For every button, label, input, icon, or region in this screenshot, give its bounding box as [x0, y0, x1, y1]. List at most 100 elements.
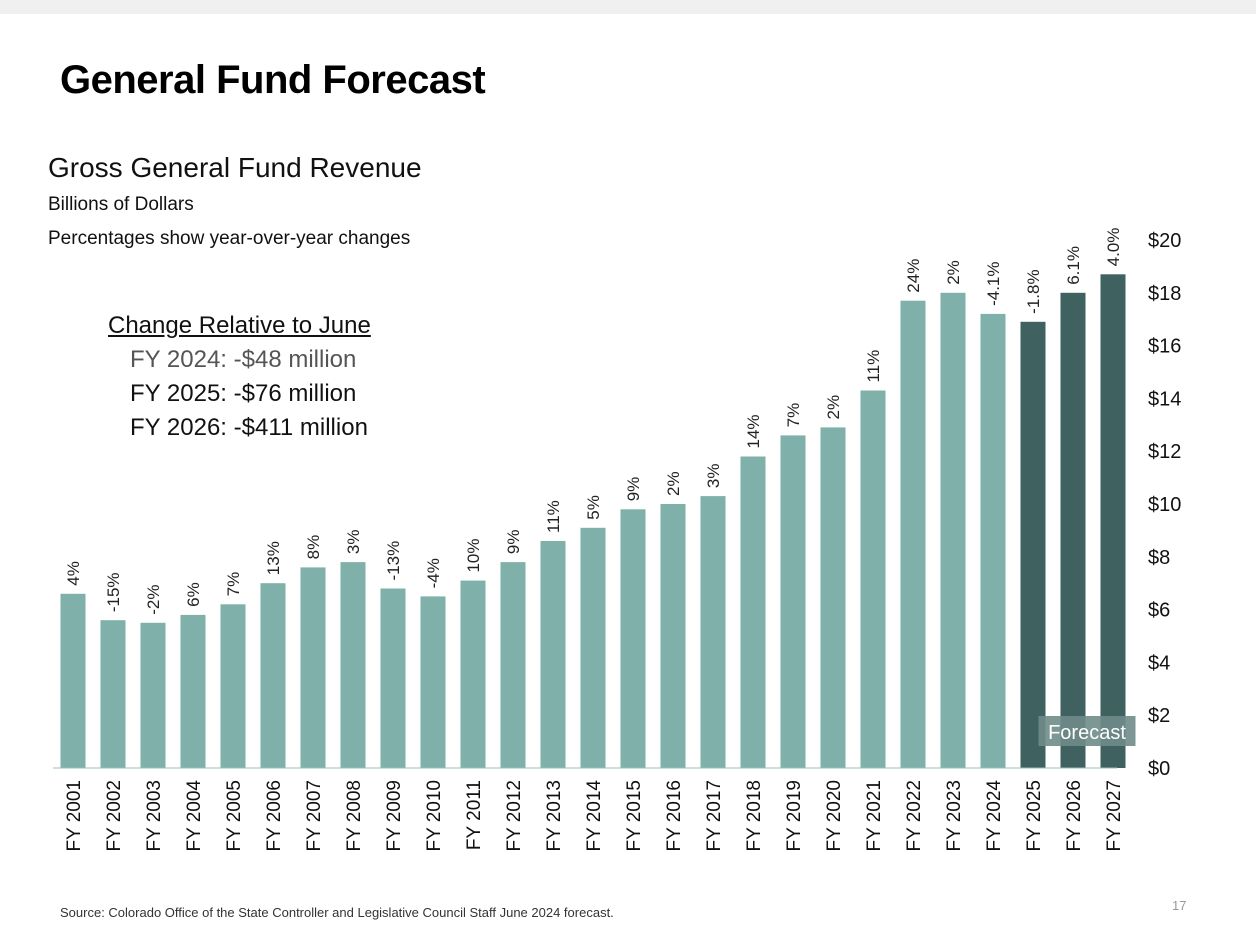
- x-tick-fy-2003: FY 2003: [144, 780, 165, 851]
- y-tick-20: $20: [1148, 230, 1181, 252]
- x-tick-fy-2023: FY 2023: [944, 780, 965, 851]
- pct-label-fy-2004: 6%: [184, 582, 203, 607]
- x-tick-fy-2005: FY 2005: [224, 780, 245, 851]
- y-tick-12: $12: [1148, 441, 1181, 463]
- pct-label-fy-2017: 3%: [704, 464, 723, 489]
- change-line-fy2025: FY 2025: -$76 million: [130, 380, 357, 407]
- x-tick-fy-2006: FY 2006: [264, 780, 285, 851]
- page-title: General Fund Forecast: [60, 58, 486, 102]
- bar-fy-2009: [380, 588, 406, 768]
- pct-label-fy-2027: 4.0%: [1104, 228, 1123, 267]
- pct-label-fy-2018: 14%: [744, 414, 763, 448]
- pct-label-fy-2025: -1.8%: [1024, 269, 1043, 313]
- pct-label-fy-2016: 2%: [664, 471, 683, 496]
- y-tick-10: $10: [1148, 494, 1181, 516]
- pct-label-fy-2001: 4%: [64, 561, 83, 586]
- pct-label-fy-2015: 9%: [624, 477, 643, 502]
- x-tick-fy-2024: FY 2024: [984, 780, 1005, 852]
- x-tick-fy-2008: FY 2008: [344, 780, 365, 851]
- bar-fy-2015: [620, 509, 646, 768]
- pct-label-fy-2013: 11%: [544, 500, 563, 533]
- x-tick-fy-2022: FY 2022: [904, 780, 925, 851]
- x-tick-fy-2017: FY 2017: [704, 780, 725, 851]
- y-tick-2: $2: [1148, 705, 1170, 727]
- forecast-label-bg: [1038, 716, 1136, 746]
- x-tick-fy-2027: FY 2027: [1104, 780, 1125, 851]
- percent-note: Percentages show year-over-year changes: [48, 228, 411, 249]
- x-tick-fy-2020: FY 2020: [824, 780, 845, 851]
- bar-fy-2019: [780, 435, 806, 768]
- change-relative-box: Change Relative to June FY 2024: -$48 mi…: [108, 312, 371, 442]
- bar-fy-2011: [460, 580, 486, 768]
- y-tick-16: $16: [1148, 336, 1181, 358]
- forecast-label: Forecast: [1048, 722, 1126, 744]
- bar-fy-2004: [180, 614, 206, 768]
- pct-label-fy-2010: -4%: [424, 558, 443, 588]
- x-tick-fy-2007: FY 2007: [304, 780, 325, 851]
- unit-note: Billions of Dollars: [48, 194, 194, 215]
- change-heading: Change Relative to June: [108, 312, 371, 339]
- y-tick-6: $6: [1148, 600, 1170, 622]
- pct-label-fy-2023: 2%: [944, 260, 963, 285]
- y-tick-8: $8: [1148, 547, 1170, 569]
- pct-label-fy-2020: 2%: [824, 395, 843, 420]
- y-tick-4: $4: [1148, 652, 1170, 674]
- y-tick-14: $14: [1148, 388, 1181, 410]
- y-tick-0: $0: [1148, 758, 1170, 780]
- pct-label-fy-2002: -15%: [104, 572, 123, 612]
- pct-label-fy-2009: -13%: [384, 541, 403, 581]
- bar-fy-2001: [60, 593, 86, 768]
- x-tick-fy-2010: FY 2010: [424, 780, 445, 851]
- x-tick-fy-2009: FY 2009: [384, 780, 405, 851]
- pct-label-fy-2003: -2%: [144, 585, 163, 615]
- x-tick-fy-2011: FY 2011: [464, 780, 485, 850]
- bar-fy-2023: [940, 292, 966, 768]
- x-tick-fy-2015: FY 2015: [624, 780, 645, 851]
- x-tick-fy-2019: FY 2019: [784, 780, 805, 851]
- bar-fy-2010: [420, 596, 446, 768]
- pct-label-fy-2007: 8%: [304, 535, 323, 560]
- bar-fy-2002: [100, 620, 126, 768]
- x-tick-fy-2021: FY 2021: [864, 780, 885, 851]
- bar-fy-2024: [980, 313, 1006, 768]
- change-line-fy2024: FY 2024: -$48 million: [130, 346, 357, 373]
- bar-fy-2018: [740, 456, 766, 768]
- x-tick-fy-2001: FY 2001: [64, 780, 85, 851]
- bar-fy-2027: [1100, 274, 1126, 768]
- x-tick-fy-2026: FY 2026: [1064, 780, 1085, 851]
- chart-subtitle: Gross General Fund Revenue: [48, 152, 422, 183]
- pct-label-fy-2012: 9%: [504, 530, 523, 555]
- top-strip: [0, 0, 1256, 14]
- pct-label-fy-2011: 10%: [464, 539, 483, 573]
- x-tick-fy-2014: FY 2014: [584, 780, 605, 852]
- pct-label-fy-2019: 7%: [784, 403, 803, 428]
- pct-label-fy-2005: 7%: [224, 572, 243, 597]
- bar-fy-2025: [1020, 321, 1046, 768]
- x-tick-fy-2004: FY 2004: [184, 780, 205, 852]
- x-tick-fy-2016: FY 2016: [664, 780, 685, 851]
- bar-fy-2003: [140, 622, 166, 768]
- x-tick-fy-2013: FY 2013: [544, 780, 565, 851]
- source-note: Source: Colorado Office of the State Con…: [60, 905, 614, 920]
- page-number: 17: [1172, 898, 1187, 913]
- pct-label-fy-2014: 5%: [584, 495, 603, 520]
- bar-fy-2020: [820, 427, 846, 768]
- bar-fy-2017: [700, 496, 726, 768]
- bar-fy-2016: [660, 504, 686, 768]
- bar-fy-2013: [540, 541, 566, 768]
- bar-fy-2012: [500, 562, 526, 768]
- x-tick-fy-2012: FY 2012: [504, 780, 525, 851]
- change-line-fy2026: FY 2026: -$411 million: [130, 414, 368, 441]
- bar-fy-2007: [300, 567, 326, 768]
- pct-label-fy-2008: 3%: [344, 530, 363, 555]
- x-tick-fy-2018: FY 2018: [744, 780, 765, 851]
- pct-label-fy-2024: -4.1%: [984, 261, 1003, 305]
- pct-label-fy-2021: 11%: [864, 350, 883, 383]
- bar-fy-2021: [860, 390, 886, 768]
- x-tick-fy-2002: FY 2002: [104, 780, 125, 851]
- bar-fy-2005: [220, 604, 246, 768]
- pct-label-fy-2026: 6.1%: [1064, 246, 1083, 285]
- y-tick-18: $18: [1148, 283, 1181, 305]
- bar-fy-2006: [260, 583, 286, 768]
